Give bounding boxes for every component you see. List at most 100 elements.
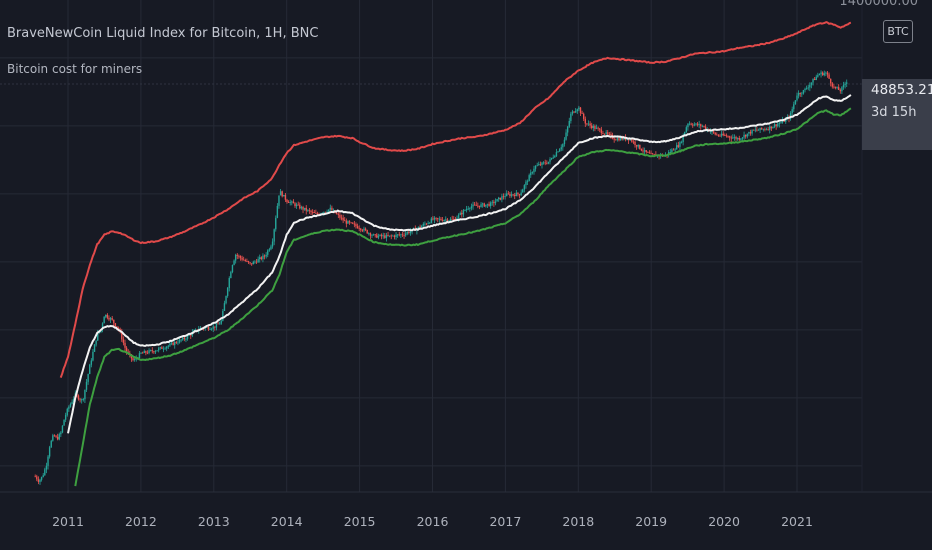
candle-body <box>522 189 524 193</box>
candle-body <box>363 228 365 231</box>
candle-body <box>752 129 755 131</box>
candle-body <box>143 351 145 353</box>
candle-body <box>433 217 436 220</box>
candle-body <box>645 150 647 152</box>
candle-body <box>740 138 742 140</box>
candle-body <box>735 137 737 139</box>
candle-body <box>419 226 421 228</box>
mid-cost-line <box>67 94 852 434</box>
candle-body <box>97 332 99 341</box>
indicator-label[interactable]: Bitcoin cost for miners <box>7 62 143 76</box>
candle-body <box>631 139 633 142</box>
candle-body <box>234 254 237 261</box>
candle-body <box>371 235 373 237</box>
candle-body <box>316 213 319 215</box>
candle-body <box>634 141 636 146</box>
x-tick-label: 2019 <box>635 514 668 529</box>
candle-body <box>360 228 362 230</box>
chart-title[interactable]: BraveNewCoin Liquid Index for Bitcoin, 1… <box>7 26 319 41</box>
candle-body <box>183 337 186 340</box>
candle-body <box>422 223 425 226</box>
candle-body <box>90 360 93 365</box>
candle-body <box>544 162 546 164</box>
candle-body <box>172 342 174 346</box>
candle-body <box>704 126 707 130</box>
candle-body <box>89 364 91 375</box>
candle-body <box>732 137 734 139</box>
candle-body <box>584 118 586 124</box>
candle-body <box>769 126 771 130</box>
candle-body <box>727 136 729 138</box>
candle-body <box>71 401 73 405</box>
candle-body <box>331 207 333 211</box>
candle-body <box>597 127 599 129</box>
candle-body <box>133 358 136 360</box>
candle-body <box>64 415 67 420</box>
candle-body <box>157 348 160 351</box>
candle-body <box>81 399 83 401</box>
candle-body <box>332 210 335 211</box>
candle-body <box>637 144 639 147</box>
candle-body <box>324 211 327 213</box>
candle-body <box>177 342 179 344</box>
candle-body <box>286 199 288 202</box>
candle-body <box>815 76 817 80</box>
candle-body <box>501 196 503 200</box>
candle-body <box>805 88 808 90</box>
candle-body <box>380 234 383 237</box>
candle-body <box>530 172 532 176</box>
candle-body <box>728 136 731 138</box>
candle-body <box>761 127 763 130</box>
candle-body <box>703 125 705 127</box>
candle-body <box>92 351 94 361</box>
candle-body <box>251 263 253 265</box>
candle-body <box>276 205 279 218</box>
candle-body <box>619 137 622 141</box>
candle-body <box>538 164 540 166</box>
candle-body <box>58 434 60 440</box>
candle-body <box>377 235 380 238</box>
candle-body <box>509 193 511 196</box>
candle-body <box>493 201 495 204</box>
candle-body <box>804 88 806 91</box>
candle-body <box>820 72 822 75</box>
candle-body <box>223 303 226 311</box>
candle-body <box>180 339 182 341</box>
candle-body <box>281 191 283 197</box>
candle-body <box>684 131 686 136</box>
candle-body <box>396 234 399 236</box>
candle-body <box>839 89 842 92</box>
candle-body <box>339 214 341 218</box>
candle-body <box>388 235 391 237</box>
candle-body <box>175 342 178 343</box>
candle-body <box>546 163 548 165</box>
candle-body <box>746 133 748 137</box>
candle-body <box>751 129 753 134</box>
candle-body <box>473 204 476 206</box>
candle-body <box>340 217 343 219</box>
candle-body <box>93 344 96 352</box>
candle-body <box>459 212 461 215</box>
candle-body <box>408 232 410 234</box>
candle-body <box>174 342 176 346</box>
candle-body <box>526 181 529 183</box>
candle-body <box>812 79 814 83</box>
candle-body <box>348 221 351 223</box>
candle-body <box>146 352 149 354</box>
candle-body <box>153 351 155 353</box>
candle-body <box>754 129 757 131</box>
candle-body <box>369 233 372 236</box>
candle-body <box>161 347 163 349</box>
currency-button[interactable]: BTC <box>883 20 913 43</box>
candle-body <box>194 329 197 331</box>
candle-body <box>759 127 761 130</box>
candle-body <box>292 201 295 204</box>
candle-body <box>374 234 376 236</box>
candle-body <box>470 206 473 209</box>
candle-body <box>430 218 433 223</box>
candle-body <box>432 218 434 220</box>
candle-body <box>185 338 187 340</box>
candle-body <box>773 124 776 127</box>
candle-body <box>709 131 712 133</box>
